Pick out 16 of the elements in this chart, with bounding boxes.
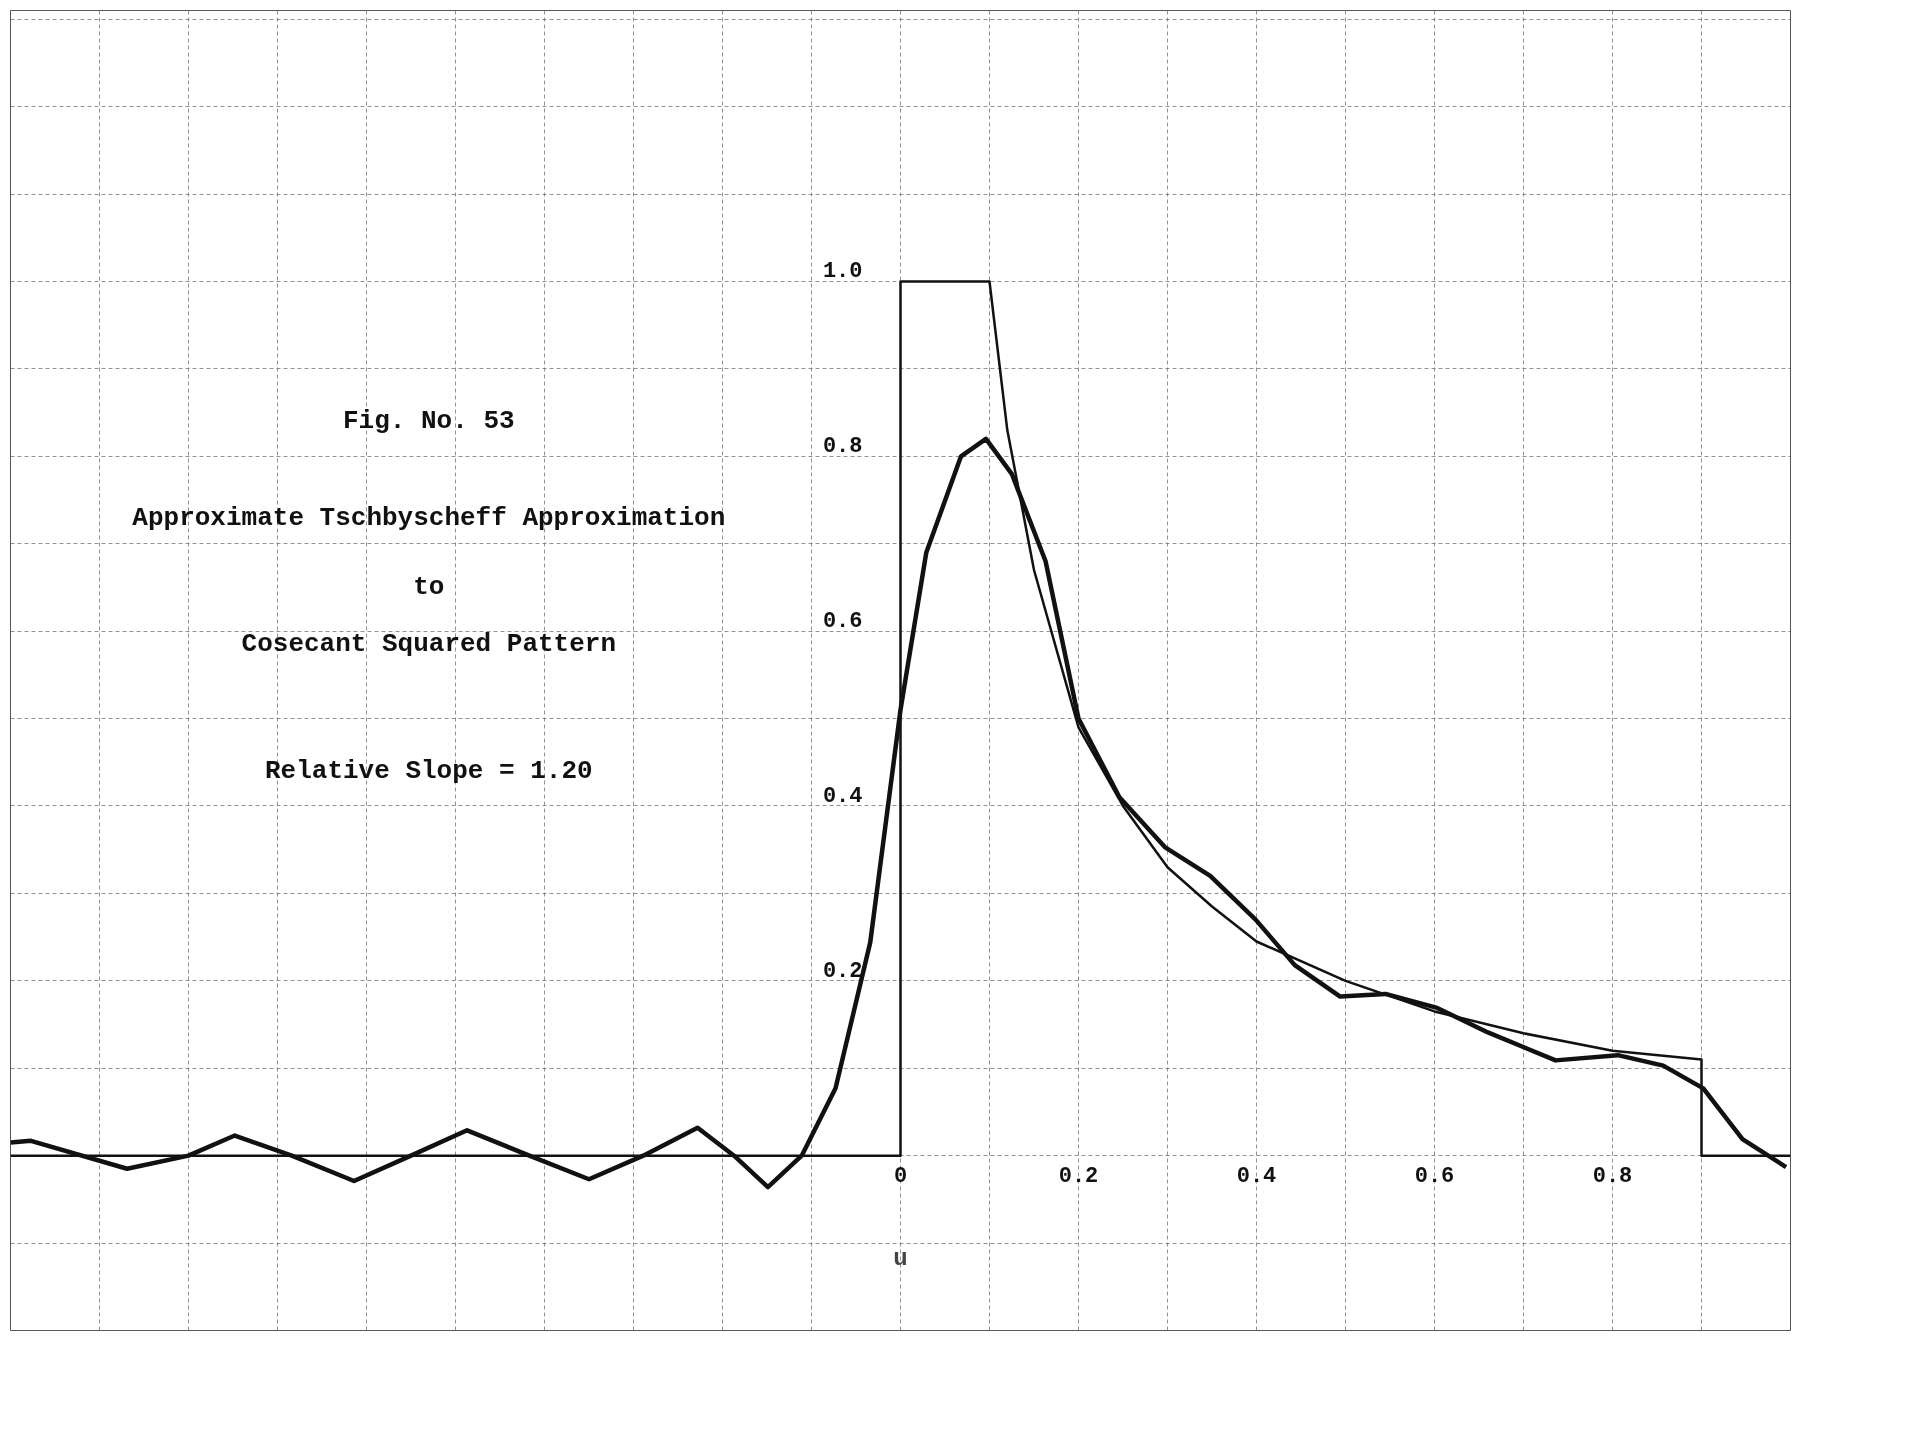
y-tick-label: 0.4 [822, 784, 863, 809]
x-tick-label: 0.8 [1592, 1163, 1633, 1189]
y-tick-label: 0.8 [822, 434, 863, 460]
annotation: to [413, 572, 445, 603]
annotation: Relative Slope = 1.20 [264, 756, 593, 787]
x-tick-label: 0 [893, 1163, 908, 1189]
y-tick-label: 0.6 [822, 609, 863, 635]
y-tick-label: 1.0 [822, 259, 863, 285]
y-tick-label: 0.2 [822, 958, 863, 984]
annotation: Cosecant Squared Pattern [241, 629, 617, 660]
x-tick-label: 0.6 [1414, 1163, 1455, 1189]
annotation: Approximate Tschbyscheff Approximation [132, 502, 726, 533]
annotation: Fig. No. 53 [342, 406, 515, 437]
x-tick-label: 0.2 [1058, 1163, 1099, 1189]
x-tick-label: 0.4 [1236, 1163, 1277, 1189]
x-axis-title: u [893, 1244, 908, 1272]
